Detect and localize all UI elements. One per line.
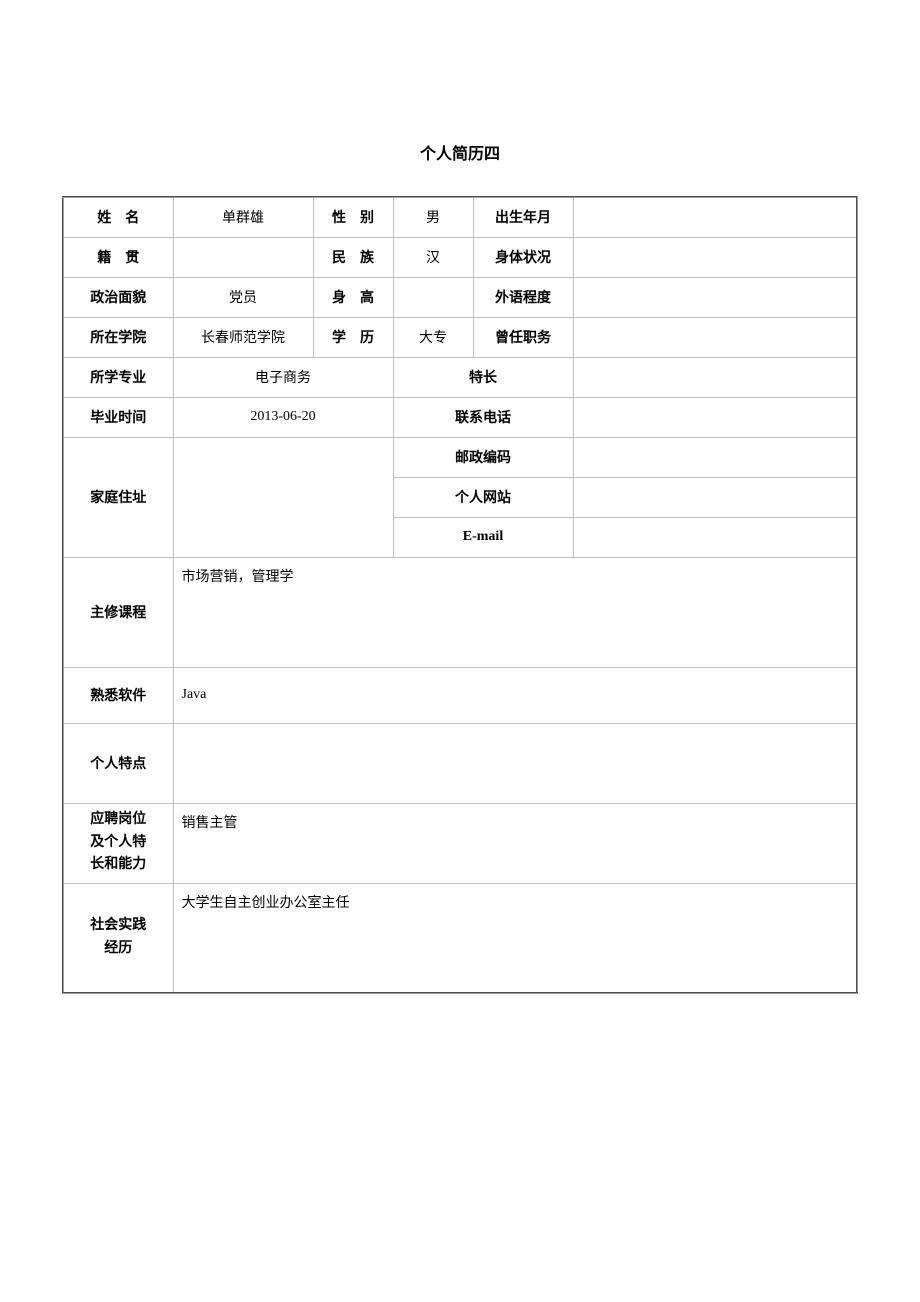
row-graduation: 毕业时间 2013-06-20 联系电话 [63,397,857,437]
row-name: 姓 名 单群雄 性 别 男 出生年月 [63,197,857,237]
row-origin: 籍 贯 民 族 汉 身体状况 [63,237,857,277]
label-graduation: 毕业时间 [63,397,173,437]
value-practice: 大学生自主创业办公室主任 [173,883,857,993]
label-origin: 籍 贯 [63,237,173,277]
row-address-1: 家庭住址 邮政编码 [63,437,857,477]
value-position-held [573,317,857,357]
label-position-ability-l3: 长和能力 [90,857,146,872]
label-website: 个人网站 [393,477,573,517]
label-height: 身 高 [313,277,393,317]
label-college: 所在学院 [63,317,173,357]
value-college: 长春师范学院 [173,317,313,357]
row-position-ability: 应聘岗位 及个人特 长和能力 销售主管 [63,803,857,883]
value-major: 电子商务 [173,357,393,397]
label-address: 家庭住址 [63,437,173,557]
label-phone: 联系电话 [393,397,573,437]
label-position-ability: 应聘岗位 及个人特 长和能力 [63,803,173,883]
label-position-ability-l1: 应聘岗位 [90,812,146,827]
value-address [173,437,393,557]
row-courses: 主修课程 市场营销，管理学 [63,557,857,667]
label-practice: 社会实践 经历 [63,883,173,993]
value-traits [173,723,857,803]
label-major: 所学专业 [63,357,173,397]
value-website [573,477,857,517]
label-specialty: 特长 [393,357,573,397]
value-height [393,277,473,317]
resume-title: 个人简历四 [62,140,858,164]
label-birth: 出生年月 [473,197,573,237]
value-phone [573,397,857,437]
label-name: 姓 名 [63,197,173,237]
value-email [573,517,857,557]
row-practice: 社会实践 经历 大学生自主创业办公室主任 [63,883,857,993]
label-education: 学 历 [313,317,393,357]
row-political: 政治面貌 党员 身 高 外语程度 [63,277,857,317]
value-birth [573,197,857,237]
value-origin [173,237,313,277]
value-health [573,237,857,277]
value-zipcode [573,437,857,477]
value-graduation: 2013-06-20 [173,397,393,437]
row-major: 所学专业 电子商务 特长 [63,357,857,397]
value-specialty [573,357,857,397]
label-ethnicity: 民 族 [313,237,393,277]
value-language [573,277,857,317]
label-software: 熟悉软件 [63,667,173,723]
value-ethnicity: 汉 [393,237,473,277]
row-college: 所在学院 长春师范学院 学 历 大专 曾任职务 [63,317,857,357]
row-traits: 个人特点 [63,723,857,803]
value-position-ability: 销售主管 [173,803,857,883]
label-gender: 性 别 [313,197,393,237]
label-email: E-mail [393,517,573,557]
label-courses: 主修课程 [63,557,173,667]
value-courses: 市场营销，管理学 [173,557,857,667]
label-health: 身体状况 [473,237,573,277]
label-practice-l2: 经历 [104,941,132,956]
value-gender: 男 [393,197,473,237]
row-software: 熟悉软件 Java [63,667,857,723]
label-language: 外语程度 [473,277,573,317]
resume-table: 姓 名 单群雄 性 别 男 出生年月 籍 贯 民 族 汉 身体状况 政治面貌 党… [62,196,858,994]
label-position-held: 曾任职务 [473,317,573,357]
label-zipcode: 邮政编码 [393,437,573,477]
value-education: 大专 [393,317,473,357]
value-software: Java [173,667,857,723]
value-name: 单群雄 [173,197,313,237]
label-traits: 个人特点 [63,723,173,803]
label-position-ability-l2: 及个人特 [90,835,146,850]
label-political: 政治面貌 [63,277,173,317]
value-political: 党员 [173,277,313,317]
label-practice-l1: 社会实践 [90,918,146,933]
